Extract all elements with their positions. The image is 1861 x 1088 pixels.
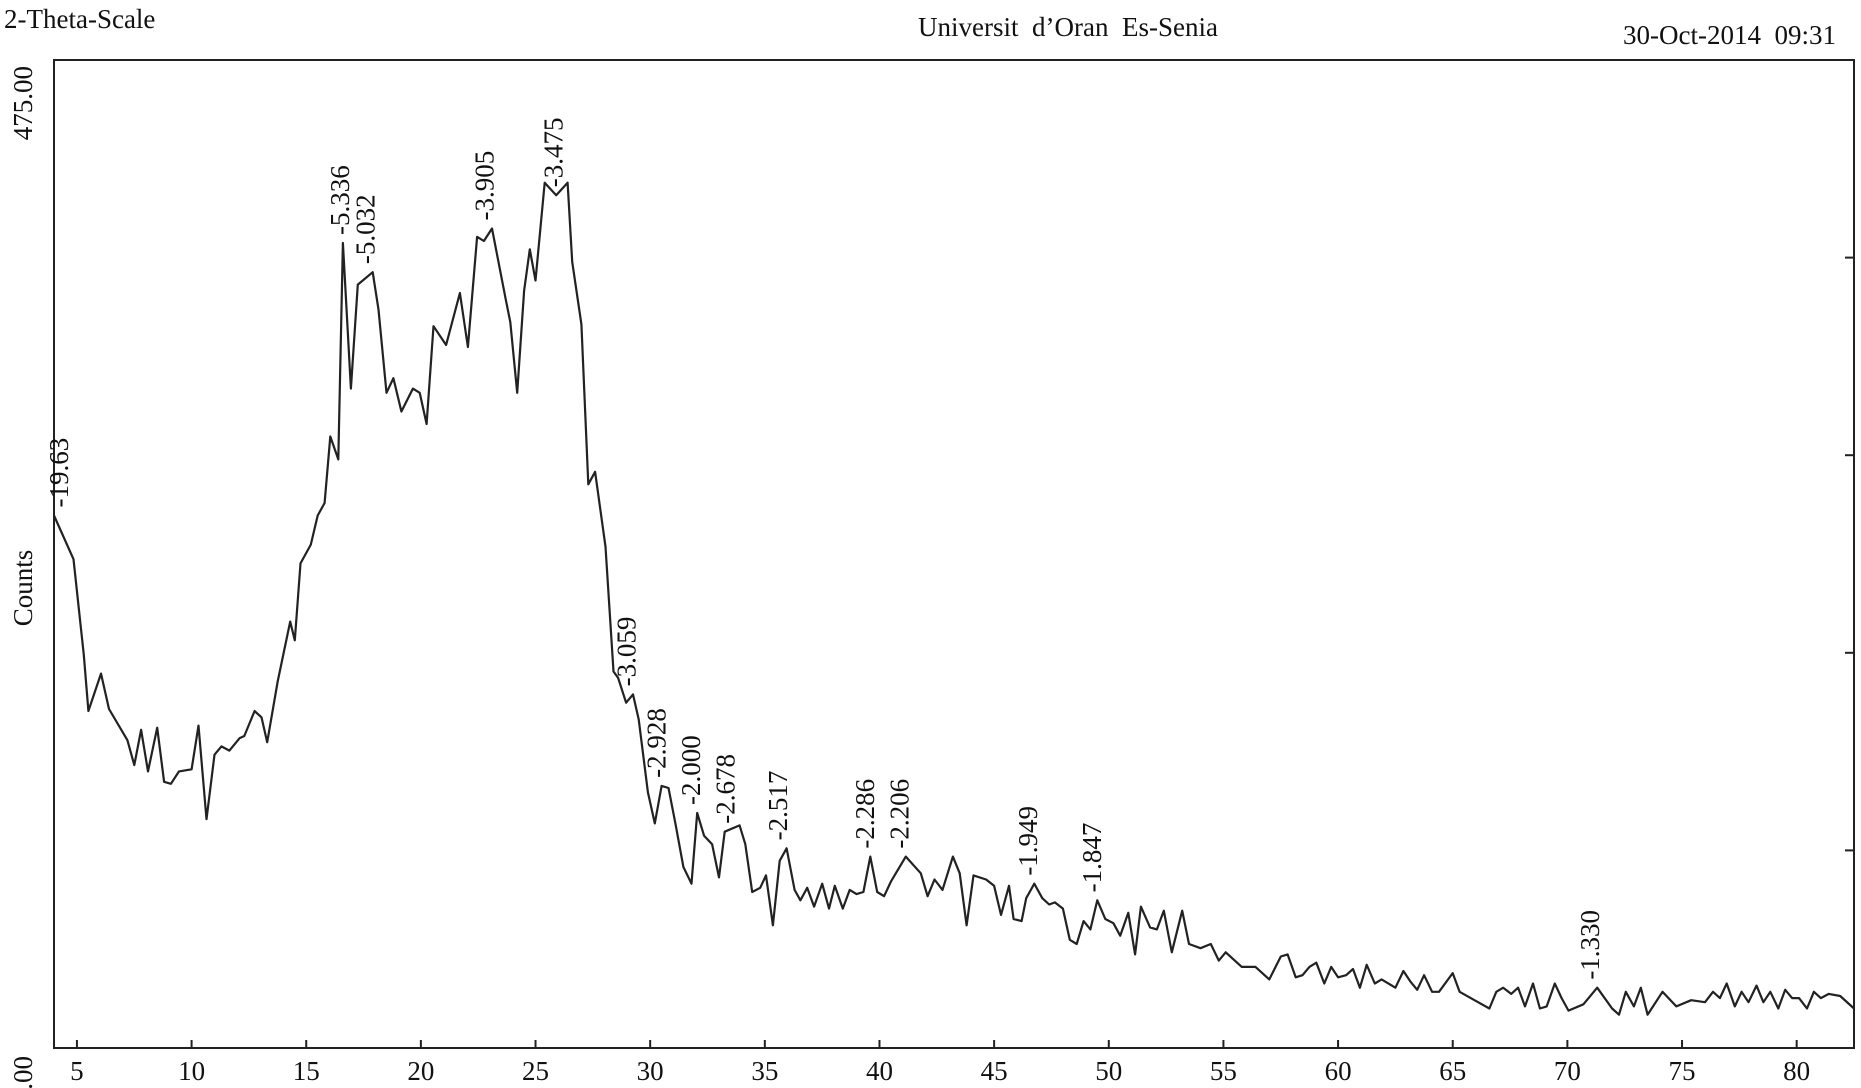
x-tick-label: 80 [1783, 1056, 1810, 1086]
x-tick-label: 10 [178, 1056, 205, 1086]
x-tick-label: 50 [1095, 1056, 1122, 1086]
x-axis-label: 2-Theta-Scale [4, 4, 155, 34]
peak-label: -19.63 [44, 438, 74, 508]
x-tick-label: 35 [751, 1056, 778, 1086]
y-tick-label: 0.00 [8, 1056, 38, 1088]
chart-subtitle: 30-Oct-2014 09:31 [1623, 20, 1836, 50]
x-tick-label: 5 [70, 1056, 84, 1086]
diffraction-trace [52, 181, 1855, 1016]
x-tick-label: 70 [1554, 1056, 1581, 1086]
peak-label: -3.905 [470, 151, 500, 221]
x-tick-label: 30 [637, 1056, 664, 1086]
x-tick-label: 55 [1210, 1056, 1237, 1086]
peak-label: -3.059 [612, 617, 642, 687]
plot-frame [53, 59, 1855, 1049]
x-tick-label: 75 [1669, 1056, 1696, 1086]
peak-label: -2.678 [710, 754, 740, 824]
y-axis-label: Counts [8, 550, 38, 627]
x-tick-label: 65 [1439, 1056, 1466, 1086]
peak-label: -2.000 [676, 735, 706, 805]
peak-label: -1.949 [1013, 806, 1043, 876]
peak-label: -2.928 [642, 708, 672, 778]
peak-label: -2.517 [763, 771, 793, 841]
peak-label: -1.330 [1575, 910, 1605, 980]
y-tick-label: 475.00 [8, 66, 38, 140]
x-tick-label: 25 [522, 1056, 549, 1086]
chart-title: Universit d’Oran Es-Senia [918, 12, 1218, 42]
peak-label: -2.206 [885, 779, 915, 849]
x-tick-label: 45 [981, 1056, 1008, 1086]
x-tick-label: 60 [1325, 1056, 1352, 1086]
peak-label: -5.336 [325, 165, 355, 235]
x-tick-label: 20 [407, 1056, 434, 1086]
peak-label: -2.286 [850, 779, 880, 849]
x-tick-label: 15 [293, 1056, 320, 1086]
peak-label: -5.032 [350, 194, 380, 264]
x-tick-label: 40 [866, 1056, 893, 1086]
peak-label: -1.847 [1077, 823, 1107, 893]
peak-label: -3.475 [538, 117, 568, 187]
